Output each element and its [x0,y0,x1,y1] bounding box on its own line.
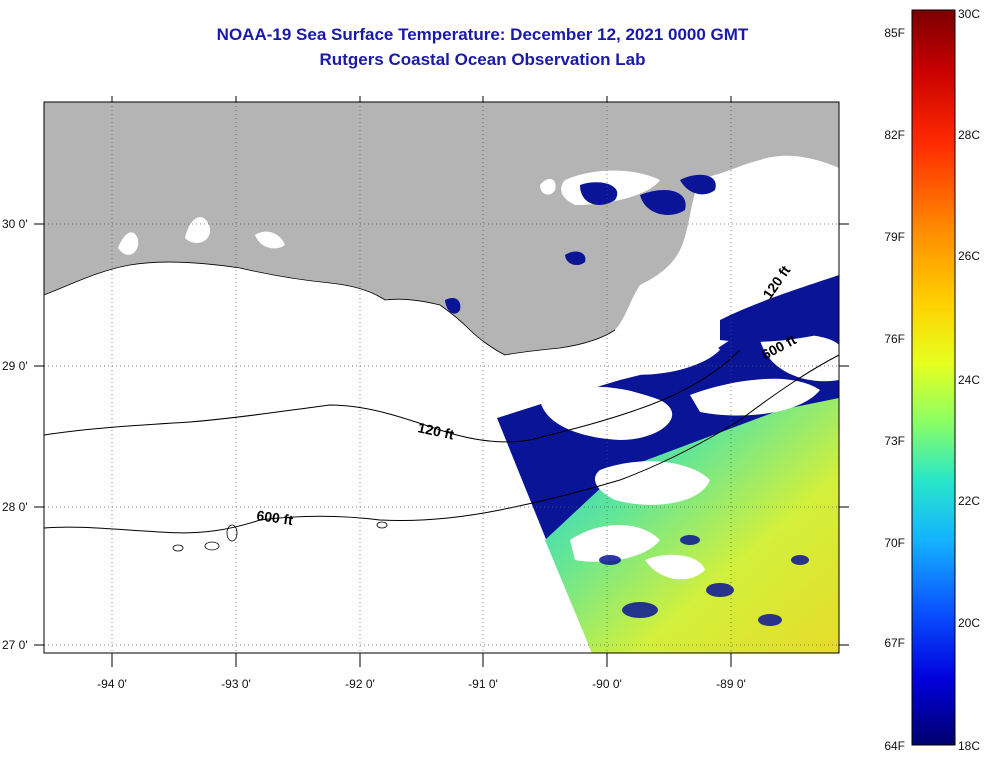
cold-patches [599,535,809,626]
lon-label-91: -91 0' [468,677,498,691]
lat-label-28: 28 0' [2,500,28,514]
map-frame [43,101,840,654]
colorbar-label-64f: 64F [884,739,905,753]
satellite-swath-warm [545,398,839,653]
contour-120ft [44,349,741,443]
lat-label-29: 29 0' [2,359,28,373]
colorbar-label-30c: 30C [958,7,980,21]
map-subtitle: Rutgers Coastal Ocean Observation Lab [319,50,646,69]
colorbar-label-73f: 73F [884,434,905,448]
lon-label-92: -92 0' [345,677,375,691]
coastal-bays [445,174,839,342]
land-mass [44,102,839,355]
colorbar-label-24c: 24C [958,373,980,387]
colorbar-label-28c: 28C [958,128,980,142]
axis-ticks [34,96,849,667]
lon-label-89: -89 0' [716,677,746,691]
colorbar-label-18c: 18C [958,739,980,753]
colorbar-label-70f: 70F [884,536,905,550]
colorbar-label-26c: 26C [958,249,980,263]
map-panel [44,102,839,653]
colorbar-label-85f: 85F [884,26,905,40]
lat-label-27: 27 0' [2,638,28,652]
lat-label-30: 30 0' [2,217,28,231]
colorbar-label-79f: 79F [884,230,905,244]
lat-lon-grid [44,102,839,653]
colorbar-label-67f: 67F [884,636,905,650]
lon-label-94: -94 0' [97,677,127,691]
contour-label-600ft-west: 600 ft [256,507,295,528]
cloud-cover [540,334,839,580]
lon-label-93: -93 0' [221,677,251,691]
land-cloud-patches [118,164,839,375]
contour-600ft [44,354,839,534]
coastline [44,261,616,356]
contour-islands [172,521,388,552]
colorbar-label-20c: 20C [958,616,980,630]
map-title: NOAA-19 Sea Surface Temperature: Decembe… [216,25,749,44]
colorbar-label-22c: 22C [958,494,980,508]
colorbar-label-82f: 82F [884,128,905,142]
temperature-colorbar [911,9,956,746]
colorbar-label-76f: 76F [884,332,905,346]
contour-label-120ft-west: 120 ft [416,419,455,442]
lon-label-90: -90 0' [592,677,622,691]
